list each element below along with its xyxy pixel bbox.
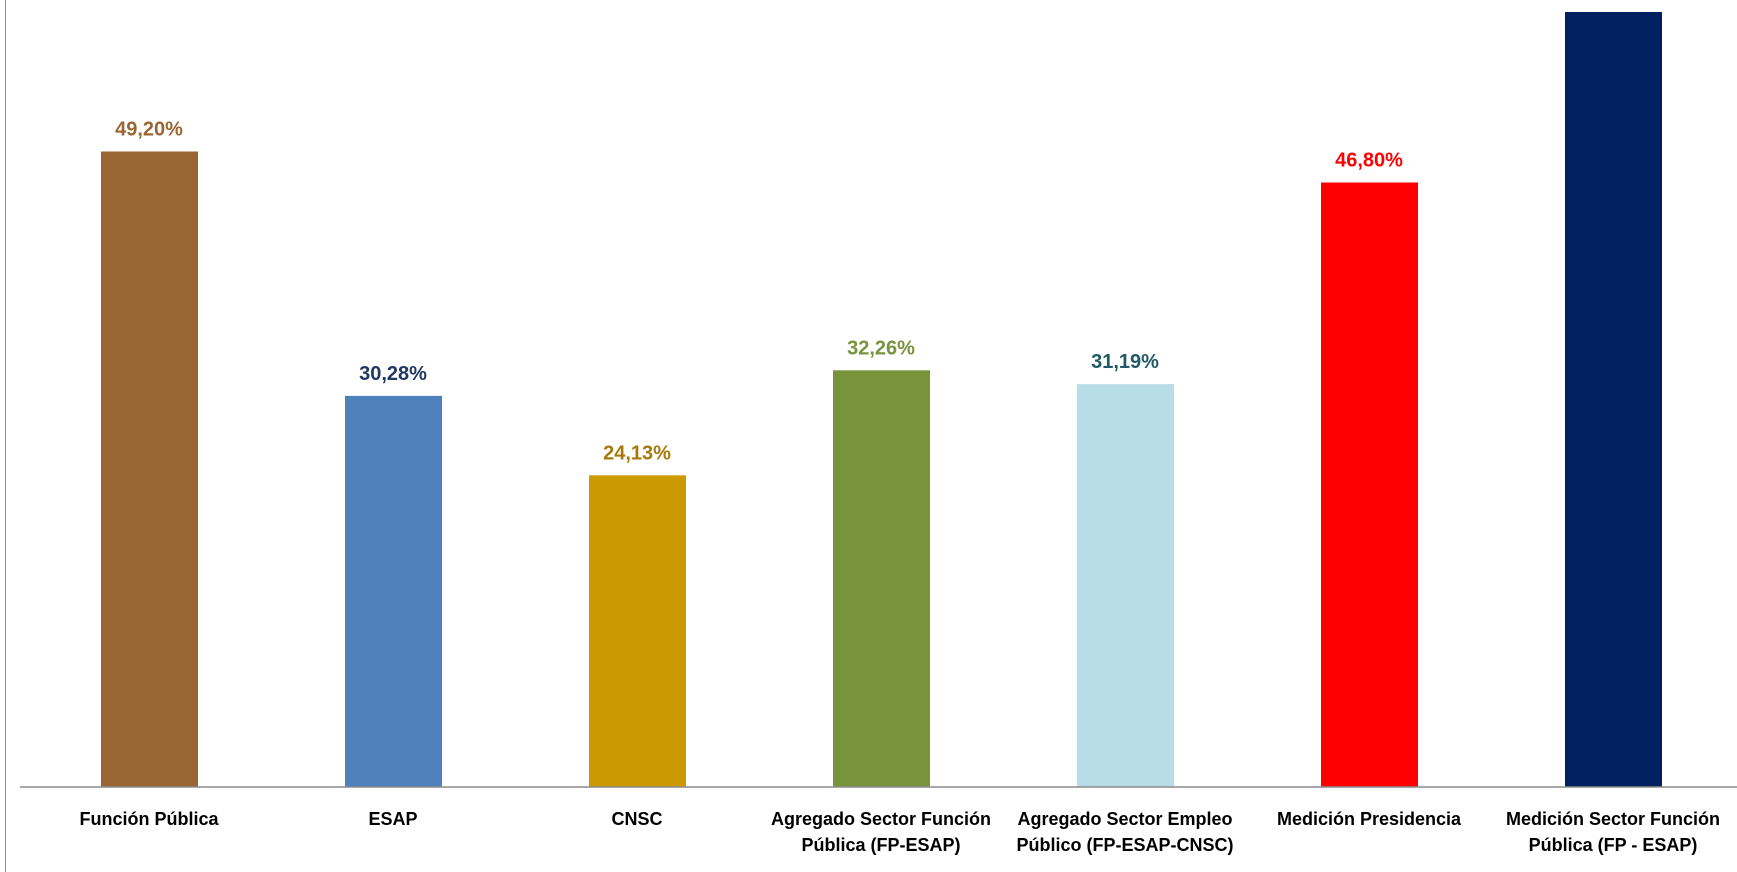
bar-4 (833, 370, 930, 787)
bar-1 (101, 151, 198, 787)
bar-7 (1565, 12, 1662, 787)
categories-layer: Función Pública ESAP CNSC Agregado Sector F… (79, 809, 1720, 855)
category-label-line: Medición Presidencia (1277, 809, 1462, 829)
category-label-6: Medición Presidencia (1277, 809, 1462, 829)
data-label-4: 32,26% (847, 337, 915, 359)
bar-6 (1321, 182, 1418, 787)
category-label-4: Agregado Sector Función Pública (FP-ESAP) (771, 809, 991, 855)
bars-layer (101, 12, 1662, 787)
bar-5 (1077, 384, 1174, 787)
data-label-2: 30,28% (359, 363, 427, 385)
category-label-7: Medición Sector Función Pública (FP - ESA… (1506, 809, 1720, 855)
category-label-line: Pública (FP - ESAP) (1529, 835, 1698, 855)
category-label-line: Medición Sector Función (1506, 809, 1720, 829)
category-label-line: ESAP (368, 809, 417, 829)
category-label-line: Pública (FP-ESAP) (801, 835, 960, 855)
category-label-3: CNSC (611, 809, 662, 829)
category-label-line: Agregado Sector Empleo (1017, 809, 1232, 829)
labels-layer: 49,20% 30,28% 24,13% 32,26% 31,19% 46,80% (115, 119, 1403, 465)
category-label-2: ESAP (368, 809, 417, 829)
category-label-1: Función Pública (79, 809, 219, 829)
category-label-line: CNSC (611, 809, 662, 829)
bar-2 (345, 395, 442, 787)
bar-3 (589, 475, 686, 787)
data-label-3: 24,13% (603, 442, 671, 464)
category-label-line: Agregado Sector Función (771, 809, 991, 829)
data-label-5: 31,19% (1091, 351, 1159, 373)
category-label-line: Público (FP-ESAP-CNSC) (1016, 835, 1233, 855)
data-label-6: 46,80% (1335, 150, 1403, 172)
chart-left-border (5, 0, 6, 872)
category-label-line: Función Pública (79, 809, 219, 829)
data-label-1: 49,20% (115, 119, 183, 141)
category-label-5: Agregado Sector Empleo Público (FP-ESAP-C… (1016, 809, 1233, 855)
